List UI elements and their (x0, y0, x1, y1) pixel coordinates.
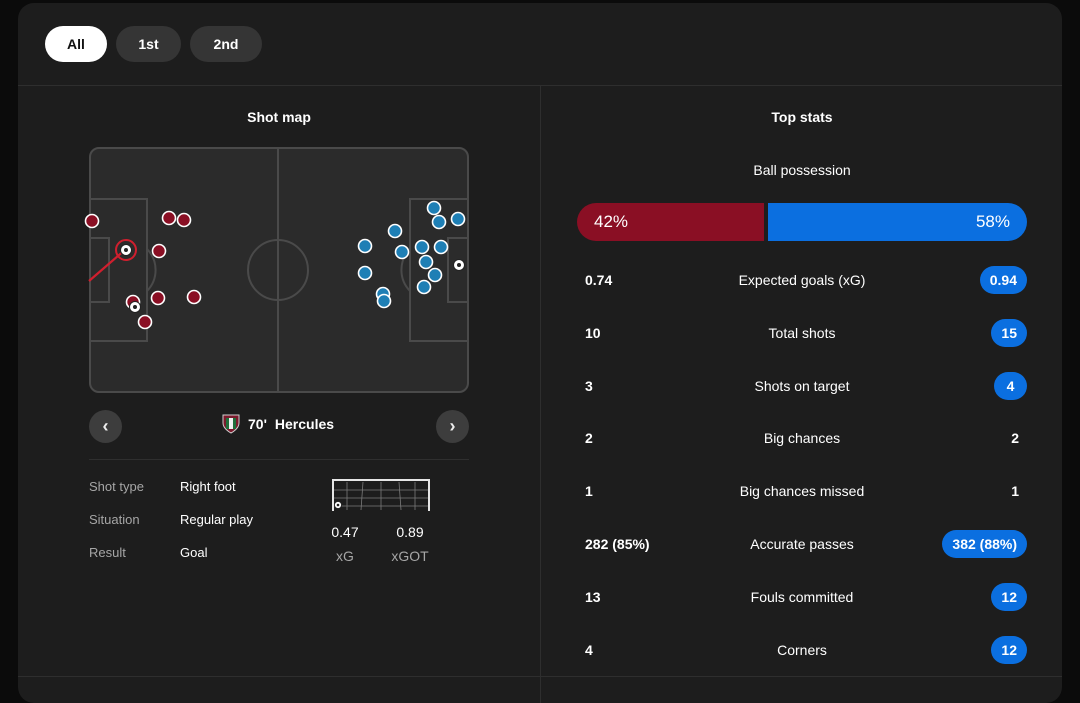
shot-marker[interactable] (376, 293, 392, 309)
result-value: Goal (180, 545, 208, 560)
shot-marker[interactable] (151, 243, 167, 259)
tab-second-half[interactable]: 2nd (190, 26, 262, 62)
stat-away-value: 15 (991, 319, 1027, 347)
shot-marker[interactable] (137, 314, 153, 330)
situation-key: Situation (89, 512, 140, 527)
stat-home-value: 2 (585, 430, 593, 446)
stat-away-value: 0.94 (979, 266, 1027, 294)
tab-all[interactable]: All (45, 26, 107, 62)
stat-home-value: 3 (585, 378, 593, 394)
stat-row-accurate-passes: 282 (85%) Accurate passes 382 (88%) (577, 530, 1027, 558)
possession-bar: 42% 58% (577, 203, 1027, 241)
top-stats-title: Top stats (771, 109, 833, 125)
next-shot-button[interactable]: › (436, 410, 469, 443)
shot-marker[interactable] (129, 301, 141, 313)
shot-details-divider (89, 459, 469, 460)
shot-marker[interactable] (414, 239, 430, 255)
stat-away-value: 382 (88%) (942, 530, 1027, 558)
stat-home-value: 13 (585, 589, 601, 605)
stat-home-value: 4 (585, 642, 593, 658)
result-key: Result (89, 545, 126, 560)
shot-marker[interactable] (186, 289, 202, 305)
stat-label: Expected goals (xG) (738, 272, 866, 288)
stat-label: Fouls committed (750, 589, 854, 605)
shot-marker[interactable] (84, 213, 100, 229)
stat-home-value: 282 (85%) (585, 536, 650, 552)
shot-type-key: Shot type (89, 479, 144, 494)
team-crest-icon (222, 414, 240, 434)
possession-away: 58% (768, 203, 1027, 241)
stat-row-fouls: 13 Fouls committed 12 (577, 583, 1027, 611)
chevron-left-icon: ‹ (102, 416, 109, 436)
shot-marker[interactable] (433, 239, 449, 255)
shot-marker[interactable] (357, 265, 373, 281)
shot-marker[interactable] (453, 259, 465, 271)
stat-row-xg: 0.74 Expected goals (xG) 0.94 (577, 266, 1027, 294)
shot-marker[interactable] (394, 244, 410, 260)
stat-label: Corners (777, 642, 827, 658)
possession-home: 42% (577, 203, 764, 241)
header-divider (18, 85, 1062, 86)
stat-row-big-chances-missed: 1 Big chances missed 1 (577, 477, 1027, 505)
stat-home-value: 0.74 (585, 272, 613, 288)
previous-shot-button[interactable]: ‹ (89, 410, 122, 443)
stat-row-big-chances: 2 Big chances 2 (577, 424, 1027, 452)
stat-label: Total shots (768, 325, 836, 341)
shot-marker[interactable] (427, 267, 443, 283)
possession-label: Ball possession (753, 162, 851, 178)
shot-marker[interactable] (161, 210, 177, 226)
shot-marker[interactable] (176, 212, 192, 228)
xgot-value: 0.89 (396, 524, 424, 540)
xgot-label: xGOT (391, 548, 429, 564)
shot-marker[interactable] (418, 254, 434, 270)
selected-shot-label: 70' Hercules (222, 414, 334, 434)
goal-frame-icon (332, 479, 430, 511)
stat-label: Big chances missed (739, 483, 865, 499)
stat-label: Shots on target (754, 378, 850, 394)
shot-marker[interactable] (387, 223, 403, 239)
stat-away-value: 12 (991, 583, 1027, 611)
column-divider (540, 86, 541, 703)
shot-player: Hercules (274, 416, 335, 432)
shot-map-title: Shot map (247, 109, 311, 125)
shot-map-pitch (84, 147, 469, 393)
stat-home-value: 1 (585, 483, 593, 499)
pitch-svg (84, 147, 469, 393)
stat-away-value: 1 (1011, 483, 1019, 499)
stat-away-value: 2 (1011, 430, 1019, 446)
tab-first-half[interactable]: 1st (116, 26, 181, 62)
stat-row-total-shots: 10 Total shots 15 (577, 319, 1027, 347)
period-tabs: All 1st 2nd (45, 26, 262, 62)
shot-marker[interactable] (115, 239, 137, 261)
shot-marker[interactable] (416, 279, 432, 295)
shot-marker[interactable] (431, 214, 447, 230)
situation-value: Regular play (180, 512, 253, 527)
shot-marker[interactable] (357, 238, 373, 254)
stat-row-corners: 4 Corners 12 (577, 636, 1027, 664)
xg-value: 0.47 (331, 524, 359, 540)
stat-away-value: 12 (991, 636, 1027, 664)
bottom-divider (18, 676, 1062, 677)
shot-marker[interactable] (450, 211, 466, 227)
shot-type-value: Right foot (180, 479, 236, 494)
match-stats-card: All 1st 2nd Shot map ‹ › (18, 3, 1062, 703)
stat-away-value: 4 (994, 372, 1027, 400)
shot-minute: 70' (248, 416, 267, 432)
chevron-right-icon: › (449, 416, 456, 436)
stat-home-value: 10 (585, 325, 601, 341)
stat-row-shots-on-target: 3 Shots on target 4 (577, 372, 1027, 400)
shot-marker[interactable] (150, 290, 166, 306)
xg-label: xG (336, 548, 354, 564)
stat-label: Big chances (763, 430, 841, 446)
stat-label: Accurate passes (750, 536, 854, 552)
shot-marker[interactable] (426, 200, 442, 216)
